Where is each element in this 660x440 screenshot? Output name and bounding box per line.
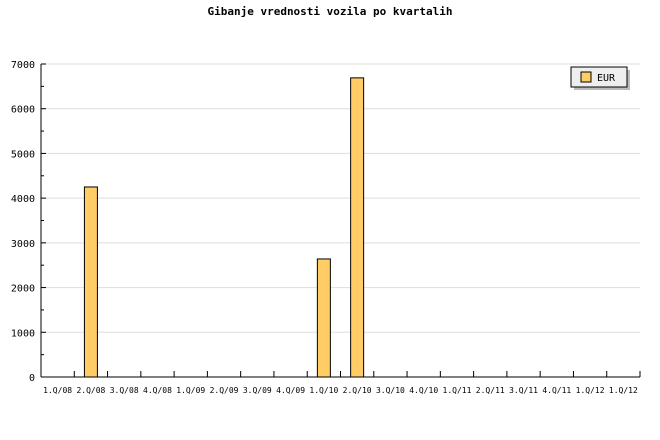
y-tick-label: 2000 — [11, 284, 35, 295]
x-tick-label: 2.Q/11 — [476, 386, 505, 395]
chart-title: Gibanje vrednosti vozila po kvartalih — [207, 5, 452, 18]
y-tick-label: 4000 — [11, 194, 35, 205]
legend-swatch — [580, 71, 592, 83]
x-tick-label: 1.Q/08 — [43, 386, 72, 395]
x-tick-label: 4.Q/08 — [143, 386, 172, 395]
x-tick-label: 3.Q/10 — [376, 386, 405, 395]
x-tick-label: 3.Q/09 — [243, 386, 272, 395]
x-tick-label: 3.Q/11 — [509, 386, 538, 395]
bar-2.Q/08 — [83, 186, 98, 378]
x-tick-label: 1.Q/10 — [309, 386, 338, 395]
x-tick-label: 1.Q/12 — [609, 386, 638, 395]
legend-label: EUR — [597, 73, 616, 84]
x-tick-label: 4.Q/11 — [542, 386, 571, 395]
y-tick-label: 0 — [29, 373, 35, 384]
y-tick-label: 6000 — [11, 105, 35, 116]
bar-2.Q/10 — [350, 77, 365, 378]
y-tick-label: 5000 — [11, 149, 35, 160]
x-tick-label: 4.Q/10 — [409, 386, 438, 395]
y-tick-label: 7000 — [11, 60, 35, 71]
x-tick-label: 1.Q/11 — [443, 386, 472, 395]
legend: EUR — [570, 66, 630, 90]
x-tick-label: 2.Q/08 — [76, 386, 105, 395]
bar-1.Q/10 — [316, 258, 331, 378]
y-tick-label: 3000 — [11, 239, 35, 250]
x-tick-label: 4.Q/09 — [276, 386, 305, 395]
x-tick-label: 1.Q/09 — [176, 386, 205, 395]
x-tick-label: 2.Q/10 — [343, 386, 372, 395]
x-tick-label: 1.Q/12 — [576, 386, 605, 395]
y-tick-label: 1000 — [11, 328, 35, 339]
x-tick-label: 2.Q/09 — [210, 386, 239, 395]
x-tick-label: 3.Q/08 — [110, 386, 139, 395]
